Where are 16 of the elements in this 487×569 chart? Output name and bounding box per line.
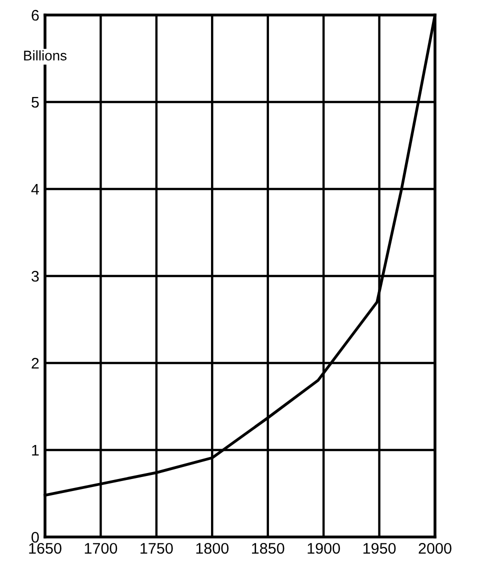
- y-tick-label: 3: [32, 270, 39, 282]
- y-tick-label: 4: [31, 184, 39, 195]
- y-tick-label: 5: [32, 97, 39, 108]
- y-tick-label: 6: [32, 10, 39, 21]
- x-tick-label: 1650: [29, 542, 62, 554]
- x-tick-label: 1800: [196, 542, 229, 554]
- x-tick-label: 2000: [418, 542, 452, 554]
- y-tick-label: 2: [32, 358, 39, 369]
- x-tick-label: 1850: [252, 542, 284, 554]
- y-tick-label: 1: [32, 445, 39, 456]
- x-tick-label: 1900: [308, 542, 340, 554]
- y-axis-title: Billions: [24, 50, 66, 60]
- y-tick-label: 0: [32, 532, 39, 543]
- x-tick-label: 1700: [84, 542, 118, 554]
- x-tick-label: 1950: [363, 542, 396, 554]
- x-tick-label: 1750: [140, 542, 173, 554]
